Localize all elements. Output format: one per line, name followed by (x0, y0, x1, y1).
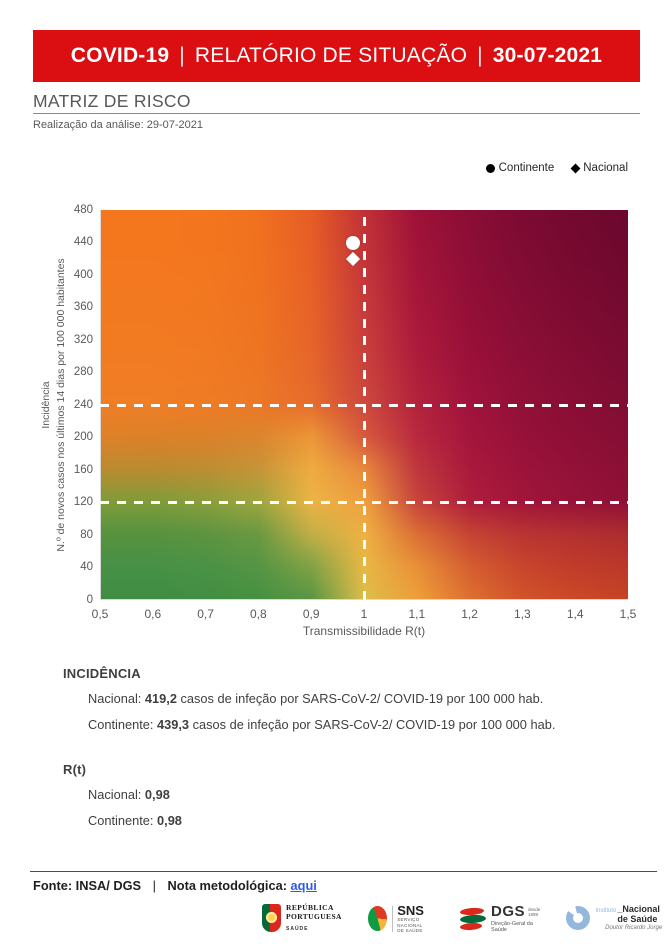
incidence-nacional-label: Nacional: (88, 691, 145, 706)
y-tick-label: 360 (73, 301, 93, 313)
rt-nacional-label: Nacional: (88, 787, 145, 802)
insa-prefix: Instituto (595, 908, 617, 914)
y-tick-label: 160 (73, 463, 93, 476)
footer-source-line: Fonte: INSA/ DGS | Nota metodológica: aq… (33, 878, 317, 893)
analysis-date: Realização da análise: 29-07-2021 (33, 119, 204, 131)
portugal-shield-icon (262, 904, 281, 932)
x-tick-label: 0,8 (250, 607, 267, 621)
methodology-note-label: Nota metodológica: (167, 878, 287, 893)
rt-continente-value: 0,98 (157, 813, 182, 828)
logo-republica-portuguesa: REPÚBLICA PORTUGUESA SAÚDE (262, 903, 342, 932)
dgs-subtitle: Direção-Geral da Saúde (491, 921, 533, 933)
y-tick-label: 120 (73, 496, 93, 508)
y-tick-label: 440 (73, 236, 93, 248)
sns-circle-icon (367, 906, 387, 932)
banner-date: 30-07-2021 (492, 44, 603, 67)
y-tick-label: 320 (73, 333, 93, 346)
y-tick-label: 280 (73, 366, 93, 378)
y-tick-label: 240 (73, 398, 93, 411)
incidence-continente-label: Continente: (88, 717, 158, 732)
sns-abbr: SNS (397, 903, 424, 918)
logo-dgs: DGS desde 1899 Direção-Geral da Saúde (459, 903, 541, 933)
x-tick-label: 1 (360, 607, 368, 621)
legend-label-continente: Continente (498, 162, 555, 174)
sns-divider (391, 905, 393, 932)
banner-covid-label: COVID-19 (70, 44, 170, 67)
methodology-link[interactable]: aqui (290, 878, 317, 893)
y-tick-label: 80 (80, 528, 93, 541)
logo-insa: Instituto _Nacional de Saúde Doutor Rica… (566, 904, 672, 931)
risk-matrix-chart: 0 40 80 120 160 200 240 280 320 360 400 440 480 0,5 0… (40, 203, 637, 639)
y-tick-label: 480 (73, 203, 93, 216)
x-tick-label: 0,5 (91, 607, 109, 621)
incidence-nacional-suffix: casos de infeção por SARS-CoV-2/ COVID-1… (176, 691, 544, 706)
y-axis-title: Incidência (40, 381, 52, 429)
insa-circle-icon (566, 905, 591, 930)
y-tick-label: 200 (73, 431, 93, 443)
x-tick-label: 0,6 (144, 607, 162, 621)
dgs-since-year: 1899 (528, 911, 539, 917)
dgs-abbr: DGS (491, 903, 526, 920)
incidence-nacional-value: 419,2 (144, 691, 177, 706)
x-tick-label: 1,4 (566, 607, 584, 621)
x-tick-label: 1,3 (514, 607, 531, 621)
sns-sub1: SERVIÇO NACIONAL (397, 917, 423, 928)
rp-line2: PORTUGUESA (286, 911, 342, 921)
legend-item-continente: Continente (485, 162, 555, 174)
insa-subtitle: Doutor Ricardo Jorge (605, 925, 663, 931)
logo-sns: SNS SERVIÇO NACIONAL DE SAÚDE (367, 903, 434, 934)
incidence-continente-suffix: casos de infeção por SARS-CoV-2/ COVID-1… (189, 717, 556, 732)
threshold-line-x1 (362, 210, 366, 600)
x-tick-label: 1,1 (408, 607, 426, 621)
legend-item-nacional: Nacional (570, 162, 628, 174)
rt-continente-label: Continente: (88, 813, 158, 828)
insa-name: _Nacional de Saúde (617, 904, 660, 924)
y-axis-subtitle: N.º de novos casos nos últimos 14 dias p… (55, 258, 67, 552)
data-point-continente (346, 236, 361, 251)
incidence-continente-value: 439,3 (157, 717, 190, 732)
dgs-since-word: desde (528, 906, 541, 912)
x-tick-label: 0,9 (302, 607, 320, 621)
rt-nacional-line: Nacional: 0,98 (88, 787, 170, 802)
y-tick-label: 40 (80, 561, 93, 573)
rp-line1: REPÚBLICA (286, 903, 334, 912)
institution-logos: REPÚBLICA PORTUGUESA SAÚDE SNS SERVIÇO N… (262, 903, 672, 934)
dgs-swirl-icon (459, 906, 487, 931)
rt-heading: R(t) (63, 762, 87, 777)
source-label: Fonte: INSA/ DGS (33, 878, 142, 893)
x-tick-label: 0,7 (197, 607, 214, 621)
chart-legend: Continente Nacional (485, 162, 628, 174)
footer-separator: | (152, 878, 156, 893)
report-banner: COVID-19 | RELATÓRIO DE SITUAÇÃO | 30-07… (33, 30, 640, 82)
circle-marker-icon (485, 163, 495, 173)
banner-report-label: RELATÓRIO DE SITUAÇÃO (194, 44, 468, 67)
x-axis-title: Transmissibilidade R(t) (302, 624, 426, 638)
banner-separator: | (477, 44, 483, 67)
y-tick-label: 0 (86, 593, 93, 606)
rt-nacional-value: 0,98 (144, 787, 170, 802)
footer-divider (30, 871, 657, 872)
incidence-nacional-line: Nacional: 419,2 casos de infeção por SAR… (88, 691, 543, 706)
incidence-continente-line: Continente: 439,3 casos de infeção por S… (88, 717, 555, 732)
x-tick-label: 1,5 (619, 607, 637, 621)
x-tick-label: 1,2 (461, 607, 478, 621)
rp-saude-label: SAÚDE (286, 926, 309, 932)
incidence-heading: INCIDÊNCIA (63, 666, 141, 681)
page-title: MATRIZ DE RISCO (33, 91, 191, 111)
sns-sub2: DE SAÚDE (397, 928, 423, 933)
legend-label-nacional: Nacional (583, 162, 628, 174)
y-tick-label: 400 (73, 268, 93, 281)
rt-continente-line: Continente: 0,98 (88, 813, 182, 828)
banner-separator: | (179, 44, 185, 67)
title-divider (33, 113, 640, 114)
